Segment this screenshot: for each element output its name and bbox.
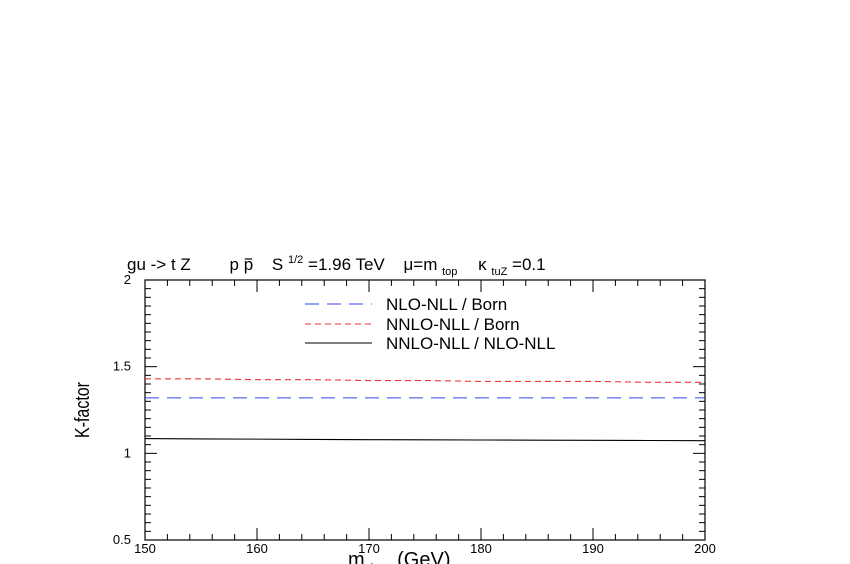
x-tick-label: 180	[470, 541, 492, 556]
title-kappa-val: =0.1	[512, 255, 546, 274]
series-layer	[144, 378, 706, 442]
legend-entry-nnlo-born: NNLO-NLL / Born	[305, 315, 520, 334]
y-tick-label: 1	[124, 445, 131, 460]
x-axis-label-unit: (GeV)	[397, 549, 450, 564]
series-nnlo-nll-born-line	[145, 378, 705, 383]
legend-label-nnlo-born: NNLO-NLL / Born	[386, 315, 520, 334]
x-tick-label: 160	[246, 541, 268, 556]
series-nnlo-nll-nlo-nll-line	[144, 438, 706, 442]
legend-label-nlo-born: NLO-NLL / Born	[386, 295, 507, 314]
y-axis-label: K-factor	[71, 382, 93, 438]
title-energy: =1.96 TeV	[308, 255, 385, 274]
chart-title: gu -> t Z p p S 1/2 =1.96 TeV μ=m top κ …	[127, 248, 546, 279]
legend-entry-nlo-born: NLO-NLL / Born	[305, 295, 507, 314]
x-axis-label: m t (GeV)	[348, 549, 450, 564]
title-s: S	[272, 255, 283, 274]
title-kappa: κ	[478, 255, 487, 274]
axis-ticks	[144, 279, 706, 541]
title-mu: μ=m	[404, 255, 438, 274]
legend: NLO-NLL / Born NNLO-NLL / Born NNLO-NLL …	[305, 295, 555, 353]
svg-text:gu -> t Z p p: gu -> t Z p p S 1/2 =1.96 TeV μ=m top κ …	[127, 248, 546, 279]
title-pbar: p	[244, 255, 253, 274]
axis-tick-labels: 150 160 170 180 190 200 0.5 1 1.5 2	[113, 272, 716, 556]
x-axis-label-sub: t	[370, 560, 374, 564]
x-tick-label: 200	[694, 541, 716, 556]
title-process: gu -> t Z	[127, 255, 191, 274]
x-tick-label: 170	[358, 541, 380, 556]
legend-entry-nnlo-nlo: NNLO-NLL / NLO-NLL	[305, 334, 555, 353]
title-kappa-sub: tuZ	[491, 266, 507, 278]
y-tick-label: 0.5	[113, 532, 131, 547]
x-axis-label-m: m	[348, 549, 365, 564]
y-tick-label: 2	[124, 272, 131, 287]
x-tick-label: 150	[134, 541, 156, 556]
title-p: p	[230, 255, 239, 274]
y-tick-label: 1.5	[113, 359, 131, 374]
legend-label-nnlo-nlo: NNLO-NLL / NLO-NLL	[386, 334, 555, 353]
title-s-sup: 1/2	[288, 254, 303, 266]
x-tick-label: 190	[582, 541, 604, 556]
title-mu-sub: top	[442, 266, 457, 278]
